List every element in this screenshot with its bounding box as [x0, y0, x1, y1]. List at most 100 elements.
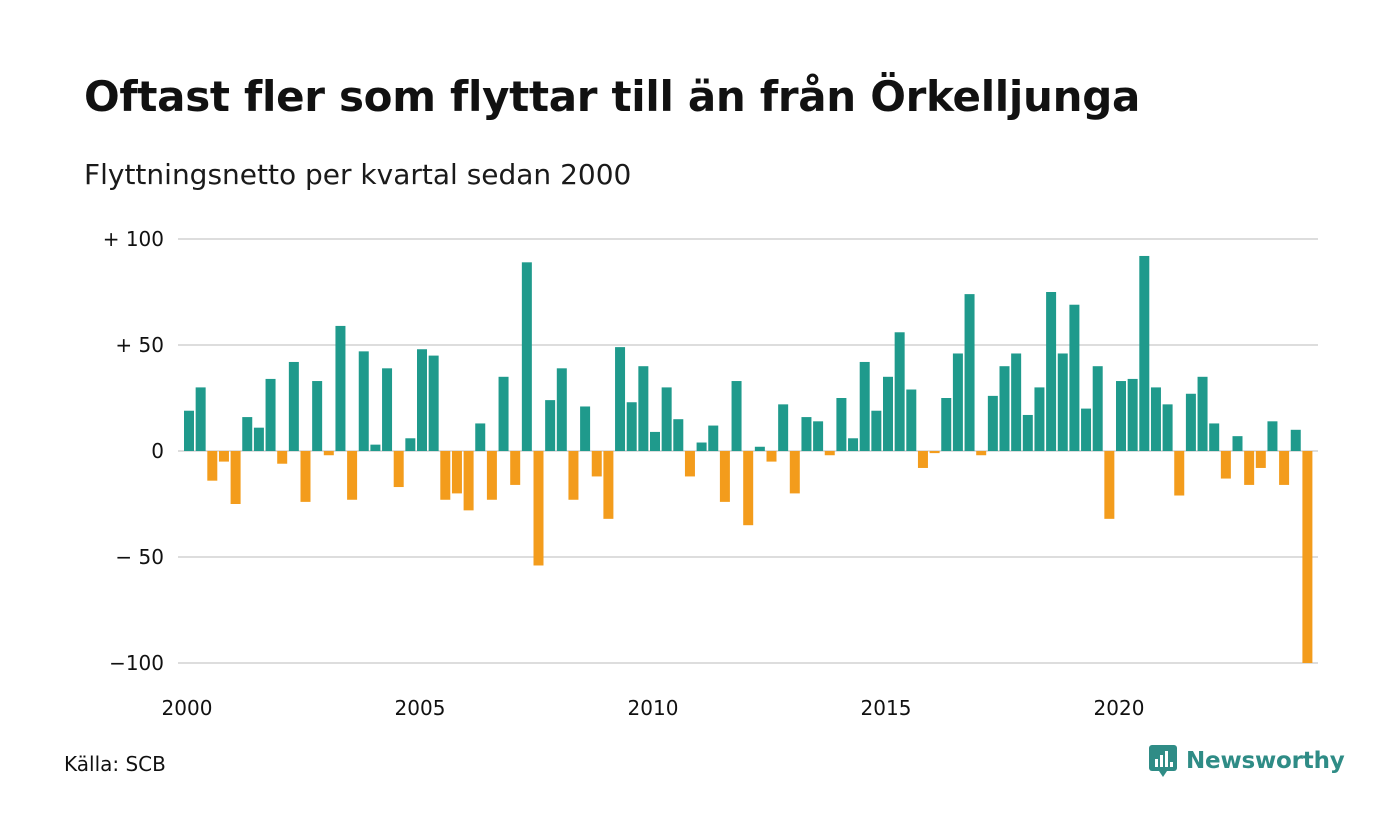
y-tick-label: + 100	[103, 227, 164, 251]
bar	[929, 451, 940, 454]
bar	[277, 451, 288, 464]
y-tick-label: 0	[151, 439, 164, 463]
bar	[1302, 451, 1313, 663]
bar	[801, 417, 812, 451]
bar	[1290, 429, 1301, 451]
bar	[218, 451, 229, 462]
bar	[848, 438, 859, 451]
bar	[1069, 304, 1080, 451]
bar	[964, 294, 975, 451]
bar	[789, 451, 800, 494]
x-axis-labels: 2000 2005 2010 2015 2020	[162, 696, 1145, 720]
bar	[1150, 387, 1161, 451]
bar	[952, 353, 963, 451]
bar	[498, 376, 509, 451]
bar	[731, 381, 742, 451]
bar	[184, 410, 194, 451]
bar	[1139, 255, 1150, 451]
bars	[184, 255, 1313, 663]
bar	[673, 419, 684, 451]
bar	[1267, 421, 1278, 451]
bar	[358, 351, 369, 451]
bar	[1127, 378, 1138, 451]
x-tick-label: 2020	[1094, 696, 1145, 720]
y-tick-label: −100	[109, 651, 164, 675]
x-tick-label: 2005	[395, 696, 446, 720]
bar	[265, 378, 276, 451]
bar	[1209, 423, 1220, 451]
y-tick-label: + 50	[115, 333, 164, 357]
bar	[778, 404, 789, 451]
bar	[568, 451, 579, 500]
bar	[440, 451, 451, 500]
bar	[463, 451, 474, 511]
bar	[1057, 353, 1068, 451]
bar	[871, 410, 882, 451]
bar	[813, 421, 824, 451]
bar	[242, 417, 253, 451]
bar	[917, 451, 928, 468]
bar	[766, 451, 777, 462]
brand: Newsworthy	[1148, 744, 1345, 778]
bar	[1116, 381, 1126, 451]
bar	[370, 444, 381, 451]
chart-subtitle: Flyttningsnetto per kvartal sedan 2000	[84, 158, 632, 191]
bar	[230, 451, 241, 504]
bar	[1279, 451, 1290, 485]
bar	[323, 451, 334, 456]
x-tick-label: 2010	[628, 696, 679, 720]
source-note: Källa: SCB	[64, 752, 166, 776]
y-tick-label: − 50	[115, 545, 164, 569]
bar	[533, 451, 544, 566]
bar	[976, 451, 987, 456]
bar	[1162, 404, 1173, 451]
bar	[1244, 451, 1255, 485]
bar	[556, 368, 567, 451]
bar	[347, 451, 358, 500]
bar	[836, 398, 847, 451]
bar	[603, 451, 614, 519]
y-axis-labels: + 100 + 50 0 − 50 −100	[103, 227, 164, 675]
bar	[1185, 393, 1196, 451]
bar	[719, 451, 730, 502]
bar	[906, 389, 917, 451]
bar	[591, 451, 602, 477]
bar	[521, 262, 532, 451]
newsworthy-logo-icon	[1149, 745, 1177, 777]
bar	[451, 451, 462, 494]
bar	[545, 400, 556, 451]
bar	[626, 402, 637, 451]
bar	[1081, 408, 1092, 451]
bar	[1022, 414, 1033, 451]
bar	[1255, 451, 1266, 468]
brand-name: Newsworthy	[1186, 748, 1345, 774]
bar	[1011, 353, 1022, 451]
bar	[475, 423, 486, 451]
x-tick-label: 2000	[162, 696, 213, 720]
bar	[417, 349, 427, 451]
bar	[195, 387, 206, 451]
bar	[288, 361, 299, 451]
bar	[428, 355, 439, 451]
bar	[615, 347, 626, 451]
bar	[300, 451, 311, 502]
bar	[650, 431, 660, 451]
bar	[405, 438, 416, 451]
bar	[1092, 366, 1103, 451]
bar	[1197, 376, 1208, 451]
bar	[743, 451, 754, 526]
bar	[883, 376, 893, 451]
bar	[754, 446, 765, 451]
bar	[580, 406, 591, 451]
bar	[894, 332, 905, 451]
bar	[1104, 451, 1115, 519]
bar	[382, 368, 393, 451]
bar	[1220, 451, 1231, 479]
bar	[335, 325, 346, 451]
bar	[1232, 436, 1243, 451]
bar	[207, 451, 218, 481]
bar	[999, 366, 1010, 451]
bar	[1046, 292, 1057, 451]
